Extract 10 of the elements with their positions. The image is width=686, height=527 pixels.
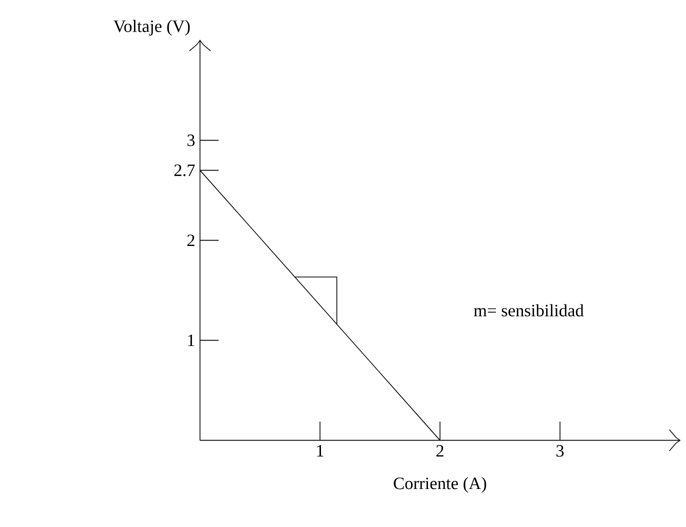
x-tick-label: 3 <box>556 445 564 457</box>
y-tick-label: 1 <box>188 334 194 346</box>
y-tick-label: 2 <box>187 234 194 246</box>
x-tick-label: 2 <box>436 445 444 457</box>
x-tick-label: 1 <box>317 445 324 456</box>
y-tick-label: 3 <box>187 134 195 146</box>
y-axis-title: Voltaje (V) <box>114 20 190 36</box>
y-tick-label: 2.7 <box>174 164 195 176</box>
annotation: m= sensibilidad <box>474 304 584 316</box>
x-axis-title: Corriente (A) <box>394 477 486 493</box>
